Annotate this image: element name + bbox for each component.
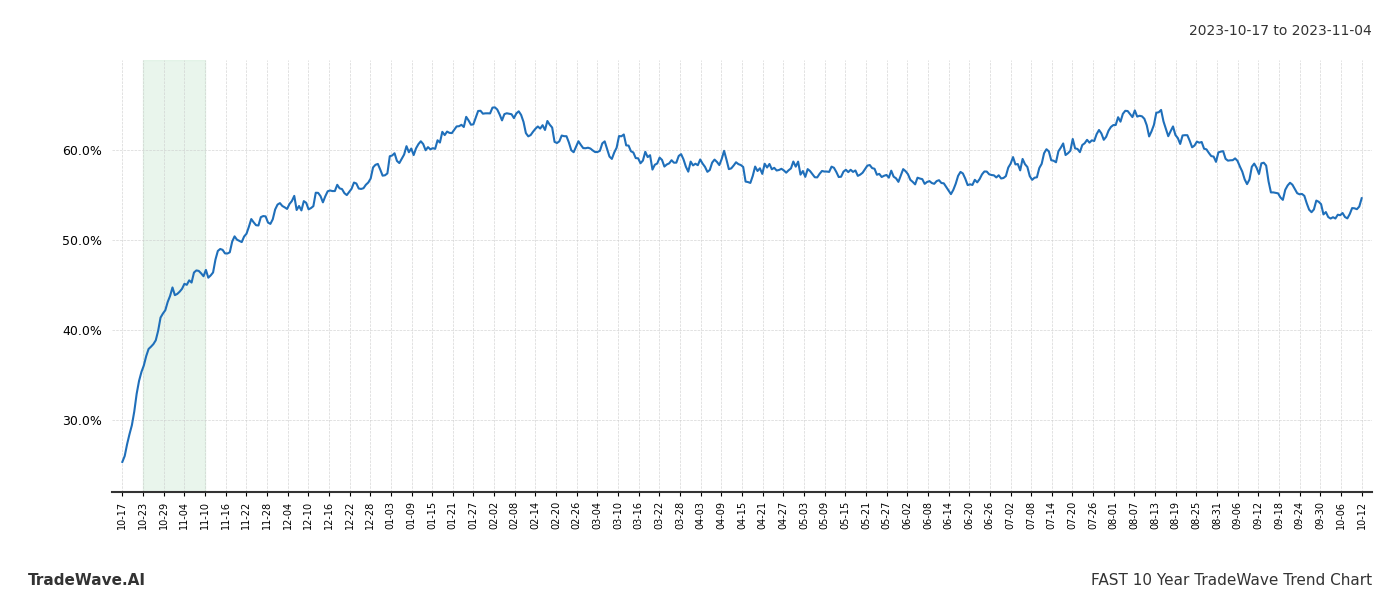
- Text: 2023-10-17 to 2023-11-04: 2023-10-17 to 2023-11-04: [1189, 24, 1372, 38]
- Bar: [143, 60, 204, 492]
- Text: FAST 10 Year TradeWave Trend Chart: FAST 10 Year TradeWave Trend Chart: [1091, 573, 1372, 588]
- Text: TradeWave.AI: TradeWave.AI: [28, 573, 146, 588]
